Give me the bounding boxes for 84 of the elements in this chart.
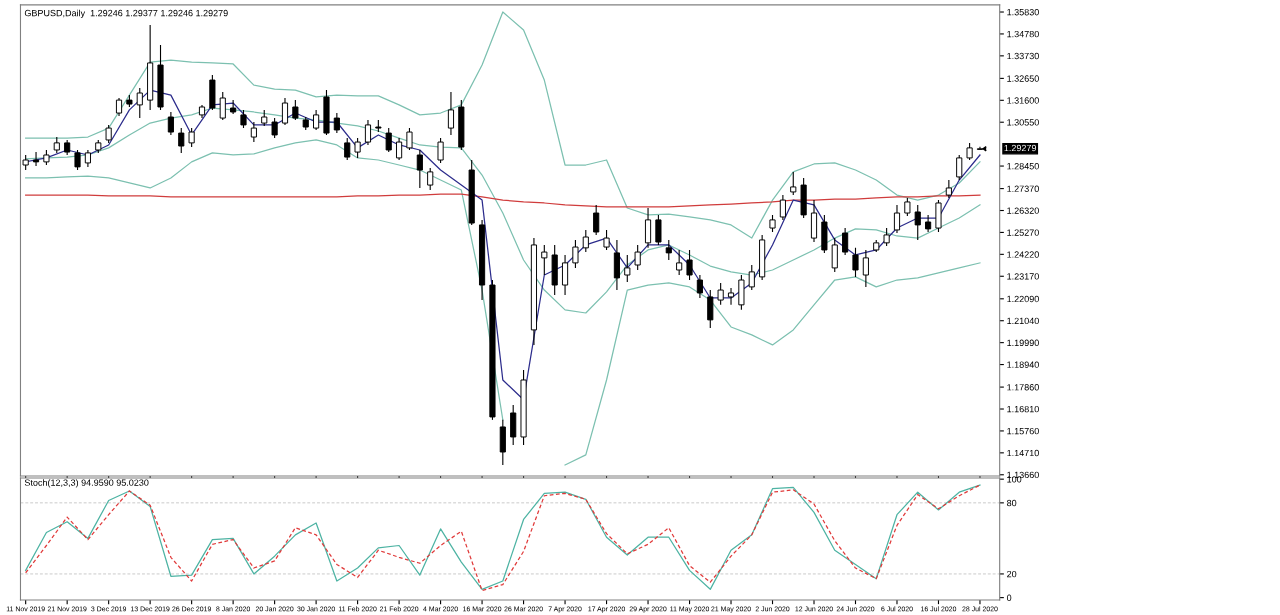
candlestick — [281, 97, 289, 126]
candlestick — [862, 249, 869, 288]
y-tick-label: 1.24220 — [1007, 251, 1039, 258]
chart-title: Stoch(12,3,3) 94.9590 95.0230 — [24, 479, 149, 488]
candlestick — [136, 87, 143, 119]
y-tick-label: 1.28450 — [1007, 163, 1039, 170]
candlestick — [593, 204, 600, 236]
y-tick-label: 1.15760 — [1007, 427, 1039, 435]
candlestick — [634, 244, 641, 271]
candlestick — [447, 91, 455, 136]
candlestick — [292, 99, 299, 121]
candlestick — [313, 109, 320, 131]
candlestick — [914, 204, 921, 241]
y-tick-label: 20 — [1007, 570, 1017, 578]
y-tick-label: 1.25270 — [1007, 229, 1039, 236]
candlestick — [364, 119, 372, 146]
candlestick — [852, 247, 859, 278]
candlestick — [665, 239, 672, 261]
y-tick-label: 1.32650 — [1007, 75, 1039, 82]
candlestick — [748, 264, 755, 291]
candlestick — [344, 137, 351, 161]
candlestick — [945, 179, 952, 199]
candlestick — [333, 112, 340, 134]
candlestick — [644, 207, 652, 249]
candlestick — [696, 274, 703, 299]
candlestick — [510, 404, 517, 446]
candlestick — [406, 127, 413, 151]
candlestick — [727, 287, 735, 306]
candlestick — [167, 111, 174, 136]
candlestick — [541, 244, 548, 276]
candlestick — [188, 127, 195, 148]
line-series — [25, 193, 981, 208]
y-tick-label: 1.19990 — [1007, 339, 1039, 346]
y-tick-label: 1.31600 — [1007, 97, 1039, 104]
candlestick — [219, 91, 226, 121]
y-tick-label: 1.27370 — [1007, 185, 1039, 192]
candlestick — [956, 154, 963, 181]
candlestick — [790, 171, 797, 196]
candlestick — [230, 99, 237, 115]
candlestick — [603, 229, 610, 251]
y-tick-label: 1.30550 — [1007, 119, 1039, 126]
candlestick — [437, 137, 444, 164]
candlestick — [717, 282, 724, 306]
y-tick-label: 1.13660 — [1007, 471, 1039, 479]
candlestick — [893, 204, 901, 234]
candlestick — [707, 289, 714, 329]
y-tick-label: 1.18940 — [1007, 361, 1039, 368]
candlestick — [582, 229, 589, 253]
candlestick — [271, 117, 278, 139]
y-tick-label: 1.35830 — [1007, 8, 1039, 16]
candlestick — [354, 137, 361, 159]
candlestick — [240, 109, 247, 129]
y-tick-label: 80 — [1007, 499, 1017, 507]
candlestick — [416, 149, 423, 189]
y-tick-label: 100 — [1007, 476, 1022, 483]
y-tick-label: 1.17860 — [1007, 384, 1039, 391]
y-tick-label: 1.23170 — [1007, 273, 1039, 280]
y-tick-label: 1.26320 — [1007, 207, 1039, 214]
candlestick — [842, 227, 849, 256]
candlestick — [74, 149, 81, 171]
candlestick — [779, 194, 786, 221]
candlestick — [831, 237, 838, 273]
candlestick — [676, 249, 683, 276]
y-tick-label: 1.34780 — [1007, 30, 1039, 38]
candlestick — [686, 249, 693, 281]
y-tick-label: 1.22090 — [1007, 295, 1039, 303]
chart-title: GBPUSD,Daily 1.29246 1.29377 1.29246 1.29279 — [24, 9, 228, 19]
annotation: 1.29279 — [1004, 144, 1037, 152]
candlestick — [178, 127, 185, 154]
candlestick — [250, 121, 257, 143]
candlestick — [561, 254, 569, 296]
candlestick — [396, 137, 403, 161]
candlestick — [624, 254, 631, 283]
y-tick-label: 1.21040 — [1007, 317, 1039, 325]
candlestick — [385, 127, 392, 153]
y-tick-label: 1.16810 — [1007, 405, 1039, 413]
y-tick-label: 0 — [1006, 594, 1012, 601]
y-tick-label: 1.33730 — [1007, 52, 1039, 60]
candlestick — [32, 151, 40, 167]
line-series — [25, 11, 981, 239]
candlestick — [572, 239, 579, 269]
candlestick — [427, 167, 434, 191]
candlestick — [655, 214, 662, 246]
y-tick-label: 1.14710 — [1007, 449, 1039, 457]
